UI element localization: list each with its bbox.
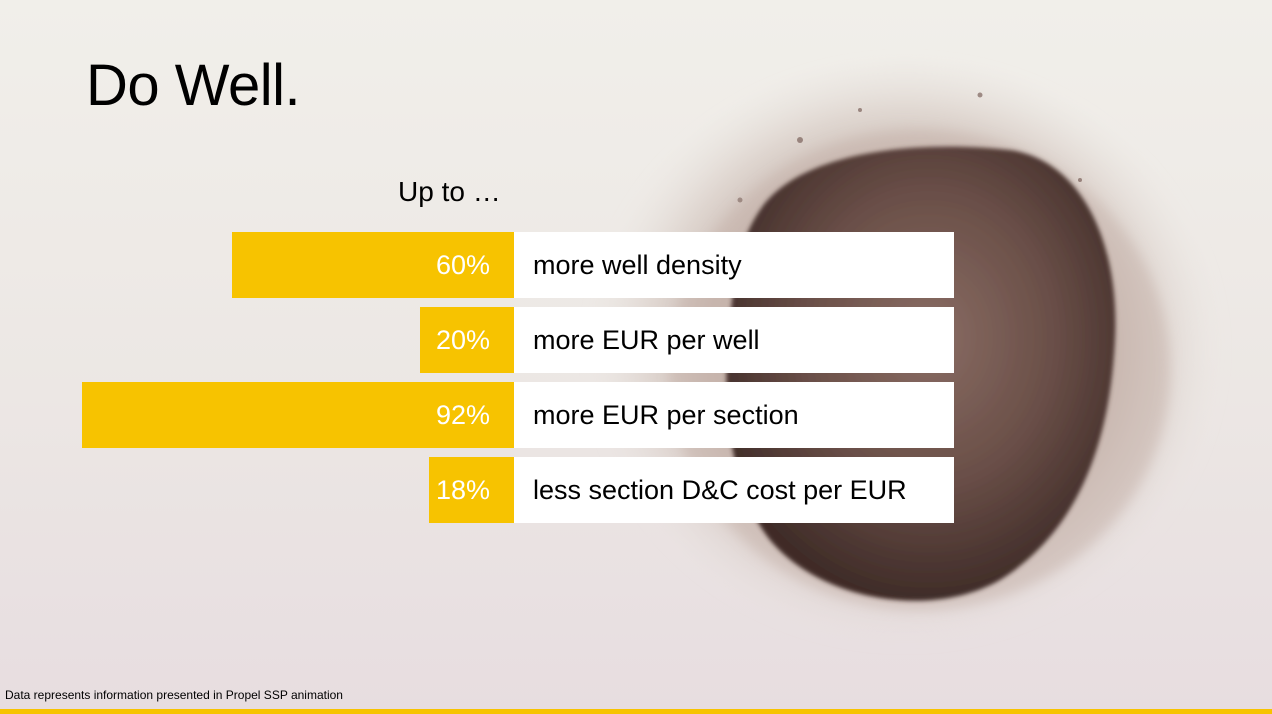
category-label-box: more EUR per section: [514, 382, 954, 448]
bottom-accent-rule: [0, 709, 1272, 714]
category-label: more well density: [533, 249, 742, 280]
bar-row: 18% less section D&C cost per EUR: [0, 457, 1272, 523]
slide-title: Do Well.: [86, 53, 301, 118]
bar-value-label: 18%: [435, 474, 490, 505]
bar-row: 92% more EUR per section: [0, 382, 1272, 448]
category-label-box: more EUR per well: [514, 307, 954, 373]
bar: 92%: [81, 382, 514, 448]
category-label: more EUR per section: [533, 399, 799, 430]
bar: 60%: [232, 232, 514, 298]
bar-row: 20% more EUR per well: [0, 307, 1272, 373]
category-label: more EUR per well: [533, 324, 760, 355]
bar: 18%: [429, 457, 514, 523]
bar-row: 60% more well density: [0, 232, 1272, 298]
bar-value-label: 60%: [435, 249, 490, 280]
category-label-box: less section D&C cost per EUR: [514, 457, 954, 523]
bar: 20%: [420, 307, 514, 373]
bar-value-label: 20%: [435, 324, 490, 355]
category-label: less section D&C cost per EUR: [533, 474, 907, 505]
category-label-box: more well density: [514, 232, 954, 298]
bar-value-label: 92%: [435, 399, 490, 430]
chart-subtitle: Up to …: [398, 176, 501, 207]
footnote: Data represents information presented in…: [5, 688, 343, 702]
